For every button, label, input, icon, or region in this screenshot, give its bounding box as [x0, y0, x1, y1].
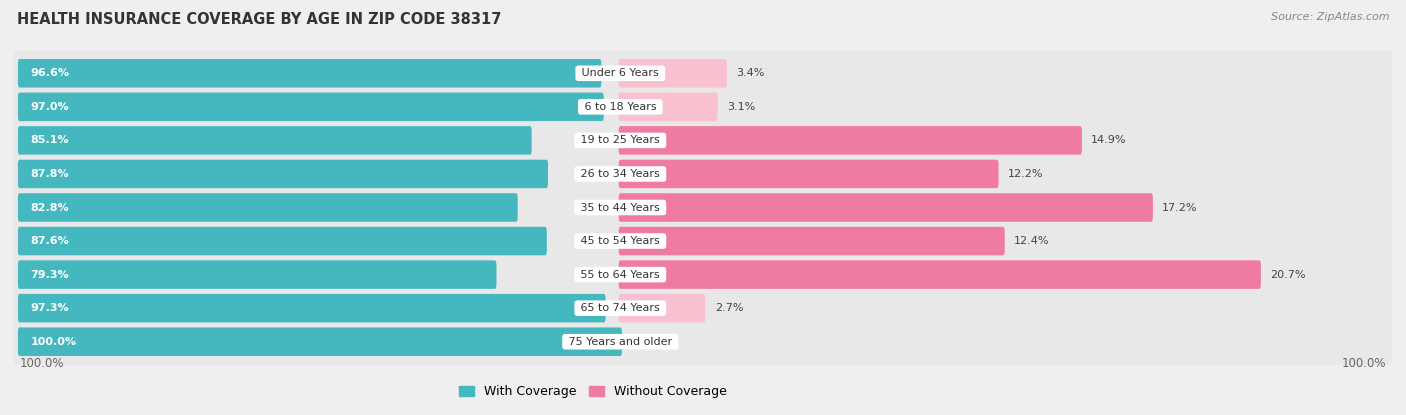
Text: 20.7%: 20.7%	[1270, 270, 1306, 280]
Text: 87.6%: 87.6%	[31, 236, 69, 246]
Text: 3.1%: 3.1%	[727, 102, 755, 112]
Text: 82.8%: 82.8%	[31, 203, 69, 212]
Text: 65 to 74 Years: 65 to 74 Years	[578, 303, 664, 313]
FancyBboxPatch shape	[18, 59, 602, 88]
FancyBboxPatch shape	[14, 250, 1392, 300]
FancyBboxPatch shape	[619, 93, 717, 121]
Text: 14.9%: 14.9%	[1091, 135, 1126, 145]
FancyBboxPatch shape	[18, 294, 606, 322]
FancyBboxPatch shape	[14, 183, 1392, 232]
Text: Source: ZipAtlas.com: Source: ZipAtlas.com	[1271, 12, 1389, 22]
FancyBboxPatch shape	[619, 227, 1005, 255]
Text: 96.6%: 96.6%	[31, 68, 69, 78]
FancyBboxPatch shape	[14, 115, 1392, 165]
Text: 2.7%: 2.7%	[714, 303, 744, 313]
FancyBboxPatch shape	[14, 49, 1392, 98]
Text: 6 to 18 Years: 6 to 18 Years	[581, 102, 659, 112]
FancyBboxPatch shape	[14, 149, 1392, 199]
FancyBboxPatch shape	[18, 126, 531, 155]
Text: 75 Years and older: 75 Years and older	[565, 337, 676, 347]
FancyBboxPatch shape	[18, 227, 547, 255]
FancyBboxPatch shape	[18, 260, 496, 289]
FancyBboxPatch shape	[619, 126, 1081, 155]
Text: 100.0%: 100.0%	[20, 357, 65, 370]
Text: 79.3%: 79.3%	[31, 270, 69, 280]
Text: 97.3%: 97.3%	[31, 303, 69, 313]
FancyBboxPatch shape	[18, 327, 621, 356]
Text: 3.4%: 3.4%	[737, 68, 765, 78]
Text: 35 to 44 Years: 35 to 44 Years	[578, 203, 664, 212]
Text: 12.2%: 12.2%	[1008, 169, 1043, 179]
Text: Under 6 Years: Under 6 Years	[578, 68, 662, 78]
Text: 100.0%: 100.0%	[31, 337, 76, 347]
Text: 87.8%: 87.8%	[31, 169, 69, 179]
Text: 17.2%: 17.2%	[1163, 203, 1198, 212]
Legend: With Coverage, Without Coverage: With Coverage, Without Coverage	[454, 380, 731, 403]
FancyBboxPatch shape	[619, 160, 998, 188]
FancyBboxPatch shape	[619, 59, 727, 88]
FancyBboxPatch shape	[18, 93, 603, 121]
FancyBboxPatch shape	[14, 82, 1392, 132]
Text: 26 to 34 Years: 26 to 34 Years	[578, 169, 664, 179]
Text: HEALTH INSURANCE COVERAGE BY AGE IN ZIP CODE 38317: HEALTH INSURANCE COVERAGE BY AGE IN ZIP …	[17, 12, 502, 27]
FancyBboxPatch shape	[14, 283, 1392, 333]
Text: 85.1%: 85.1%	[31, 135, 69, 145]
FancyBboxPatch shape	[18, 160, 548, 188]
Text: 45 to 54 Years: 45 to 54 Years	[578, 236, 664, 246]
FancyBboxPatch shape	[14, 216, 1392, 266]
FancyBboxPatch shape	[14, 317, 1392, 366]
Text: 55 to 64 Years: 55 to 64 Years	[578, 270, 664, 280]
FancyBboxPatch shape	[619, 260, 1261, 289]
FancyBboxPatch shape	[18, 193, 517, 222]
FancyBboxPatch shape	[619, 193, 1153, 222]
Text: 100.0%: 100.0%	[1341, 357, 1386, 370]
Text: 97.0%: 97.0%	[31, 102, 69, 112]
Text: 19 to 25 Years: 19 to 25 Years	[578, 135, 664, 145]
Text: 12.4%: 12.4%	[1014, 236, 1049, 246]
FancyBboxPatch shape	[619, 294, 706, 322]
